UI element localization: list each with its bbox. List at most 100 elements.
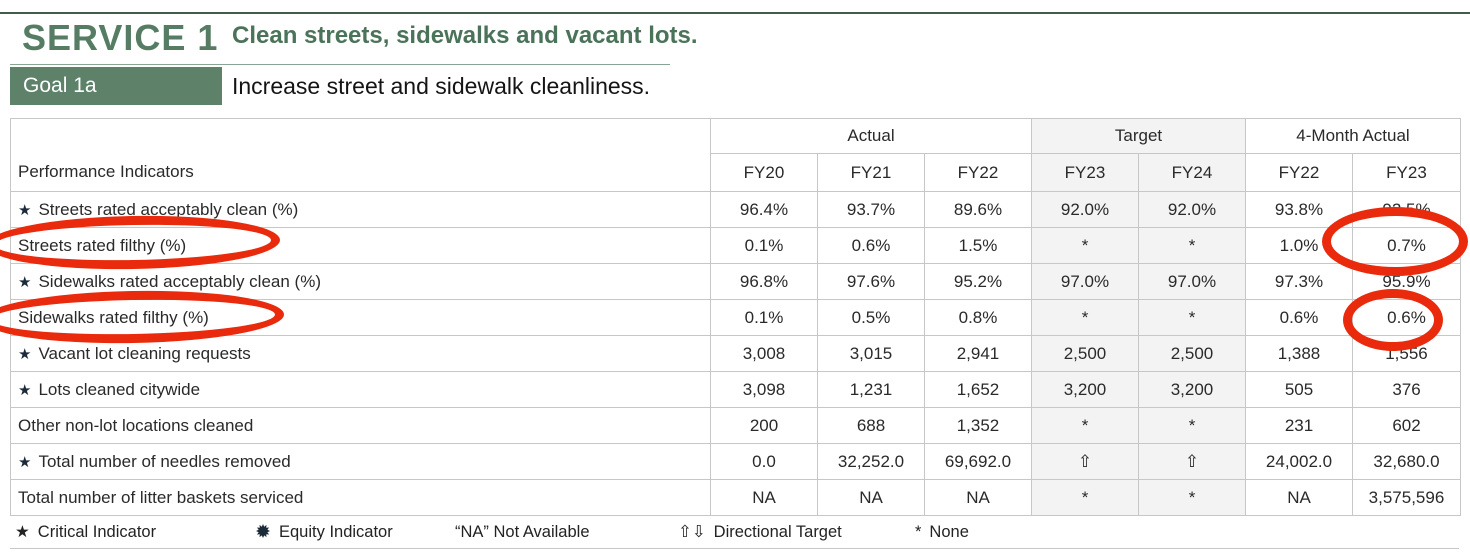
indicator-value-cell: 3,200 [1138, 371, 1246, 408]
legend-bar: ★ Critical Indicator Equity Indicator “NA” … [10, 517, 1459, 549]
critical-star-icon: ★ [18, 273, 32, 291]
indicator-label: Sidewalks rated filthy (%) [10, 299, 711, 336]
indicator-value-cell: 3,008 [710, 335, 818, 372]
indicator-label: Streets rated filthy (%) [10, 227, 711, 264]
indicator-value-cell: * [1031, 479, 1139, 516]
fy-column-header: FY23 [1352, 153, 1461, 192]
indicator-value-cell: 3,098 [710, 371, 818, 408]
critical-star-icon: ★ [18, 201, 32, 219]
indicator-value-cell: 3,200 [1031, 371, 1139, 408]
indicator-value-cell: NA [1245, 479, 1353, 516]
indicator-value-cell: * [1031, 227, 1139, 264]
indicator-value-cell: 92.5% [1352, 191, 1461, 228]
indicator-value-cell: 97.0% [1138, 263, 1246, 300]
indicator-value-cell: * [1138, 299, 1246, 336]
legend-label: None [929, 523, 969, 541]
indicator-label: ★ Streets rated acceptably clean (%) [10, 191, 711, 228]
indicator-column-header: Performance Indicators [10, 118, 711, 192]
indicator-label: Total number of litter baskets serviced [10, 479, 711, 516]
indicator-row-other-non-lot-locations-cleaned: Other non-lot locations cleaned 200 688 1,3… [10, 407, 1461, 444]
legend-label: Critical Indicator [37, 523, 157, 541]
indicator-value-cell: 93.7% [817, 191, 925, 228]
legend-item-directional-target: ⇧⇩ Directional Target [678, 517, 842, 548]
indicator-value-cell: 2,500 [1031, 335, 1139, 372]
indicator-row-sidewalks-rated-filthy: Sidewalks rated filthy (%) 0.1% 0.5% 0.8% * *… [10, 299, 1461, 336]
indicator-value-cell: 3,015 [817, 335, 925, 372]
indicator-value-cell: ⇧ [1031, 443, 1139, 480]
indicator-value-cell: * [1138, 407, 1246, 444]
legend-label: Directional Target [713, 523, 842, 541]
fy-column-header: FY22 [1245, 153, 1353, 192]
indicator-label: ★ Lots cleaned citywide [10, 371, 711, 408]
indicator-value-cell: 1.5% [924, 227, 1032, 264]
indicator-value-cell: 3,575,596 [1352, 479, 1461, 516]
indicator-value-cell: 1,388 [1245, 335, 1353, 372]
service-number-heading: SERVICE 1 [22, 17, 219, 58]
indicator-value-cell: 1,556 [1352, 335, 1461, 372]
legend-label: Equity Indicator [279, 523, 393, 541]
column-group-target: Target [1031, 118, 1246, 154]
indicator-value-cell: 0.7% [1352, 227, 1461, 264]
directional-arrows-icon: ⇧⇩ [678, 523, 706, 541]
indicator-value-cell: 1,352 [924, 407, 1032, 444]
indicator-value-cell: 0.6% [1245, 299, 1353, 336]
indicator-value-cell: 0.0 [710, 443, 818, 480]
critical-star-icon: ★ [18, 345, 32, 363]
legend-item-equity-indicator: Equity Indicator [255, 517, 393, 548]
indicator-value-cell: 92.0% [1138, 191, 1246, 228]
indicator-value-cell: 96.8% [710, 263, 818, 300]
indicator-label: ★ Vacant lot cleaning requests [10, 335, 711, 372]
fy-column-header: FY24 [1138, 153, 1246, 192]
indicator-value-cell: * [1138, 479, 1246, 516]
indicator-row-streets-rated-acceptably-clean: ★ Streets rated acceptably clean (%) 96.4%… [10, 191, 1461, 228]
indicator-value-cell: 200 [710, 407, 818, 444]
indicator-value-cell: 2,500 [1138, 335, 1246, 372]
indicator-value-cell: 376 [1352, 371, 1461, 408]
indicator-value-cell: NA [924, 479, 1032, 516]
indicator-row-streets-rated-filthy: Streets rated filthy (%) 0.1% 0.6% 1.5% * * 1.… [10, 227, 1461, 264]
legend-item-none: * None [915, 517, 969, 548]
indicator-value-cell: 95.9% [1352, 263, 1461, 300]
indicator-value-cell: 602 [1352, 407, 1461, 444]
legend-item-critical-indicator: ★ Critical Indicator [15, 517, 156, 548]
indicator-value-cell: 69,692.0 [924, 443, 1032, 480]
indicator-value-cell: 1,652 [924, 371, 1032, 408]
goal-title: Increase street and sidewalk cleanliness… [232, 73, 651, 99]
header-underline [10, 64, 670, 65]
indicator-value-cell: 96.4% [710, 191, 818, 228]
indicator-value-cell: 32,680.0 [1352, 443, 1461, 480]
fy-column-header: FY23 [1031, 153, 1139, 192]
service-title: Clean streets, sidewalks and vacant lots… [232, 22, 698, 49]
legend-label: “NA” Not Available [455, 523, 590, 541]
indicator-value-cell: 0.6% [817, 227, 925, 264]
fiscal-year-header-row: FY20 FY21 FY22 FY23 FY24 FY22 FY23 [11, 153, 1461, 192]
indicator-row-vacant-lot-cleaning-requests: ★ Vacant lot cleaning requests 3,008 3,015 2… [10, 335, 1461, 372]
indicator-label: ★ Sidewalks rated acceptably clean (%) [10, 263, 711, 300]
column-group-4-month-actual: 4-Month Actual [1245, 118, 1461, 154]
column-group-actual: Actual [710, 118, 1032, 154]
indicator-value-cell: 0.5% [817, 299, 925, 336]
goal-badge: Goal 1a [10, 67, 222, 105]
indicator-value-cell: 0.8% [924, 299, 1032, 336]
equity-sunburst-icon [256, 524, 270, 538]
indicator-value-cell: NA [817, 479, 925, 516]
indicator-value-cell: 1.0% [1245, 227, 1353, 264]
performance-indicators-table: Performance Indicators Actual Target 4-Mon… [10, 118, 1461, 516]
fy-column-header: FY22 [924, 153, 1032, 192]
indicator-value-cell: NA [710, 479, 818, 516]
table-body: ★ Streets rated acceptably clean (%) 96.4%… [10, 191, 1461, 516]
indicator-value-cell: 505 [1245, 371, 1353, 408]
indicator-value-cell: 0.6% [1352, 299, 1461, 336]
critical-star-icon: ★ [18, 381, 32, 399]
critical-star-icon: ★ [18, 453, 32, 471]
critical-star-icon: ★ [15, 523, 30, 541]
indicator-value-cell: 92.0% [1031, 191, 1139, 228]
indicator-row-sidewalks-rated-acceptably-clean: ★ Sidewalks rated acceptably clean (%) 96.… [10, 263, 1461, 300]
column-group-header-row: Performance Indicators Actual Target 4-Mon… [10, 118, 1461, 192]
indicator-value-cell: 24,002.0 [1245, 443, 1353, 480]
asterisk-icon: * [915, 523, 922, 541]
indicator-row-lots-cleaned-citywide: ★ Lots cleaned citywide 3,098 1,231 1,652 3,2… [10, 371, 1461, 408]
indicator-row-total-number-of-litter-baskets-serviced: Total number of litter baskets serviced N… [10, 479, 1461, 516]
fy-column-header: FY20 [710, 153, 818, 192]
